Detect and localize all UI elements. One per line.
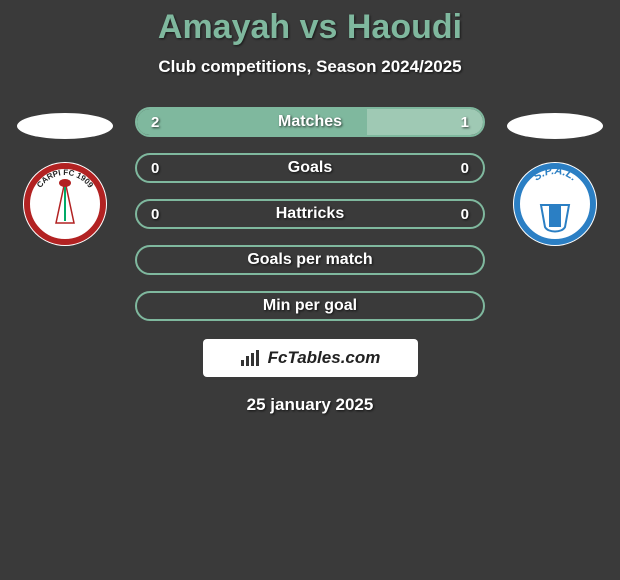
watermark-text: FcTables.com	[268, 348, 381, 368]
subtitle: Club competitions, Season 2024/2025	[158, 57, 461, 77]
stat-label: Goals	[288, 159, 332, 177]
watermark: FcTables.com	[203, 339, 418, 377]
stat-row: Goals per match	[135, 245, 485, 275]
stat-label: Goals per match	[247, 251, 372, 269]
player-left-avatar	[17, 113, 113, 139]
chart-icon	[240, 349, 262, 367]
stat-value-right: 0	[461, 206, 469, 223]
main-row: CARPI FC 1909 2 1 Matches 0 0 Goals 0 0 Hattrick…	[0, 107, 620, 321]
stat-row: 2 1 Matches	[135, 107, 485, 137]
stat-row: 0 0 Goals	[135, 153, 485, 183]
comparison-card: Amayah vs Haoudi Club competitions, Seas…	[0, 0, 620, 415]
stat-value-right: 1	[461, 114, 469, 131]
stat-row: Min per goal	[135, 291, 485, 321]
player-right-column: S.P.A.L.	[505, 107, 605, 247]
stat-label: Min per goal	[263, 297, 357, 315]
player-left-column: CARPI FC 1909	[15, 107, 115, 247]
stat-value-left: 0	[151, 206, 159, 223]
stat-value-right: 0	[461, 160, 469, 177]
stat-label: Matches	[278, 113, 342, 131]
player-right-avatar	[507, 113, 603, 139]
team-right-badge: S.P.A.L.	[512, 161, 598, 247]
stat-label: Hattricks	[276, 205, 344, 223]
stat-row: 0 0 Hattricks	[135, 199, 485, 229]
shield-icon: CARPI FC 1909	[22, 161, 108, 247]
stat-value-left: 0	[151, 160, 159, 177]
date-label: 25 january 2025	[247, 395, 374, 415]
shield-icon: S.P.A.L.	[512, 161, 598, 247]
stat-value-left: 2	[151, 114, 159, 131]
team-left-badge: CARPI FC 1909	[22, 161, 108, 247]
stats-column: 2 1 Matches 0 0 Goals 0 0 Hattricks Goals per mat…	[135, 107, 485, 321]
page-title: Amayah vs Haoudi	[158, 8, 462, 47]
